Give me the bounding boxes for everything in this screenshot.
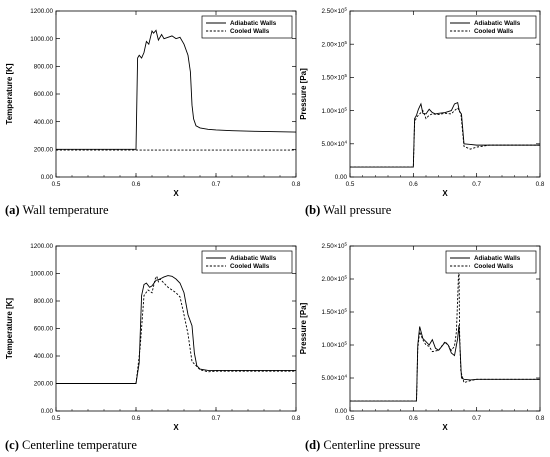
chart-c: 0.5 0.6 0.7 0.8 0.00 200.00 400.00 600.00 800.00… xyxy=(5,243,301,432)
legend-label: Adiabatic Walls xyxy=(230,255,277,262)
y-tick-label: 1.50×105 xyxy=(322,308,348,317)
y-axis-label: Pressure [Pa] xyxy=(299,302,308,354)
series-line-cooled xyxy=(56,275,296,384)
y-tick-label: 1.00×105 xyxy=(322,106,348,115)
caption-d: (d) Centerline pressure xyxy=(305,438,420,453)
caption-text: Wall pressure xyxy=(323,203,392,217)
legend-box xyxy=(445,15,537,39)
y-axis-label: Pressure [Pa] xyxy=(299,68,308,120)
y-tick-label: 0.00 xyxy=(335,174,348,181)
x-tick-label: 0.7 xyxy=(212,181,221,188)
y-tick-label: 400.00 xyxy=(34,353,54,360)
x-tick-label: 0.7 xyxy=(212,415,221,422)
y-tick-label: 2.50×105 xyxy=(322,7,348,16)
y-tick-label: 800.00 xyxy=(34,298,54,305)
y-tick-label: 0.00 xyxy=(41,408,54,415)
x-tick-label: 0.5 xyxy=(346,181,355,188)
y-tick-label: 0.00 xyxy=(41,174,54,181)
caption-text: Centerline temperature xyxy=(22,438,137,452)
series-line-adiabatic xyxy=(56,275,296,384)
caption-text: Wall temperature xyxy=(22,203,109,217)
y-axis-label: Temperature [K] xyxy=(5,298,14,360)
caption-letter: (c) xyxy=(5,438,19,452)
y-tick-label: 5.00×104 xyxy=(322,140,348,149)
legend-box xyxy=(201,250,293,274)
legend-box xyxy=(445,250,537,274)
y-tick-label: 5.00×104 xyxy=(322,374,348,383)
chart-a: 0.5 0.6 0.7 0.8 0.00 200.00 400.00 600.00 800.00… xyxy=(5,8,301,198)
y-tick-label: 1000.00 xyxy=(30,271,53,278)
y-tick-label: 2.00×105 xyxy=(322,40,348,49)
caption-letter: (a) xyxy=(5,203,20,217)
caption-c: (c) Centerline temperature xyxy=(5,438,137,453)
x-tick-label: 0.5 xyxy=(52,415,61,422)
y-tick-label: 1000.00 xyxy=(30,36,53,43)
caption-b: (b) Wall pressure xyxy=(305,203,391,218)
x-tick-label: 0.6 xyxy=(409,181,418,188)
y-tick-label: 200.00 xyxy=(34,147,54,154)
caption-letter: (d) xyxy=(305,438,321,452)
x-tick-label: 0.7 xyxy=(472,181,481,188)
y-tick-label: 600.00 xyxy=(34,91,54,98)
legend-label: Cooled Walls xyxy=(474,263,514,270)
x-tick-label: 0.5 xyxy=(346,415,355,422)
x-axis-label: X xyxy=(442,189,448,198)
x-tick-label: 0.8 xyxy=(536,415,545,422)
x-axis-label: X xyxy=(173,189,179,198)
series-line-adiabatic xyxy=(350,102,540,168)
y-tick-label: 600.00 xyxy=(34,326,54,333)
x-tick-label: 0.5 xyxy=(52,181,61,188)
series-line-adiabatic xyxy=(350,325,540,402)
chart-d: 0.5 0.6 0.7 0.8 0.00 5.00×104 1.00×105 1.50×105… xyxy=(299,242,545,432)
legend-label: Adiabatic Walls xyxy=(474,20,521,27)
y-tick-label: 1200.00 xyxy=(30,243,53,250)
series-line-adiabatic xyxy=(56,29,296,150)
x-tick-label: 0.6 xyxy=(132,181,141,188)
legend-label: Cooled Walls xyxy=(230,28,270,35)
legend-box xyxy=(201,15,293,39)
y-tick-label: 400.00 xyxy=(34,119,54,126)
x-tick-label: 0.7 xyxy=(472,415,481,422)
x-tick-label: 0.8 xyxy=(536,181,545,188)
y-tick-label: 2.00×105 xyxy=(322,275,348,284)
chart-b: 0.5 0.6 0.7 0.8 0.00 5.00×104 1.00×105 1.50×105… xyxy=(299,7,545,198)
legend-label: Cooled Walls xyxy=(474,28,514,35)
y-tick-label: 1200.00 xyxy=(30,8,53,15)
series-line-cooled xyxy=(350,107,540,168)
y-tick-label: 0.00 xyxy=(335,408,348,415)
y-tick-label: 2.50×105 xyxy=(322,242,348,251)
y-axis-label: Temperature [K] xyxy=(5,63,14,125)
y-tick-label: 1.00×105 xyxy=(322,341,348,350)
x-tick-label: 0.6 xyxy=(132,415,141,422)
y-tick-label: 1.50×105 xyxy=(322,73,348,82)
series-line-cooled xyxy=(350,260,540,402)
y-tick-label: 800.00 xyxy=(34,64,54,71)
legend-label: Adiabatic Walls xyxy=(230,20,277,27)
x-tick-label: 0.8 xyxy=(292,415,301,422)
caption-a: (a) Wall temperature xyxy=(5,203,109,218)
caption-letter: (b) xyxy=(305,203,321,217)
x-tick-label: 0.6 xyxy=(409,415,418,422)
plot-frame xyxy=(349,245,541,412)
x-axis-label: X xyxy=(173,423,179,432)
caption-text: Centerline pressure xyxy=(323,438,421,452)
x-tick-label: 0.8 xyxy=(292,181,301,188)
legend-label: Cooled Walls xyxy=(230,263,270,270)
plot-frame xyxy=(349,10,541,178)
legend-label: Adiabatic Walls xyxy=(474,255,521,262)
x-axis-label: X xyxy=(442,423,448,432)
y-tick-label: 200.00 xyxy=(34,381,54,388)
